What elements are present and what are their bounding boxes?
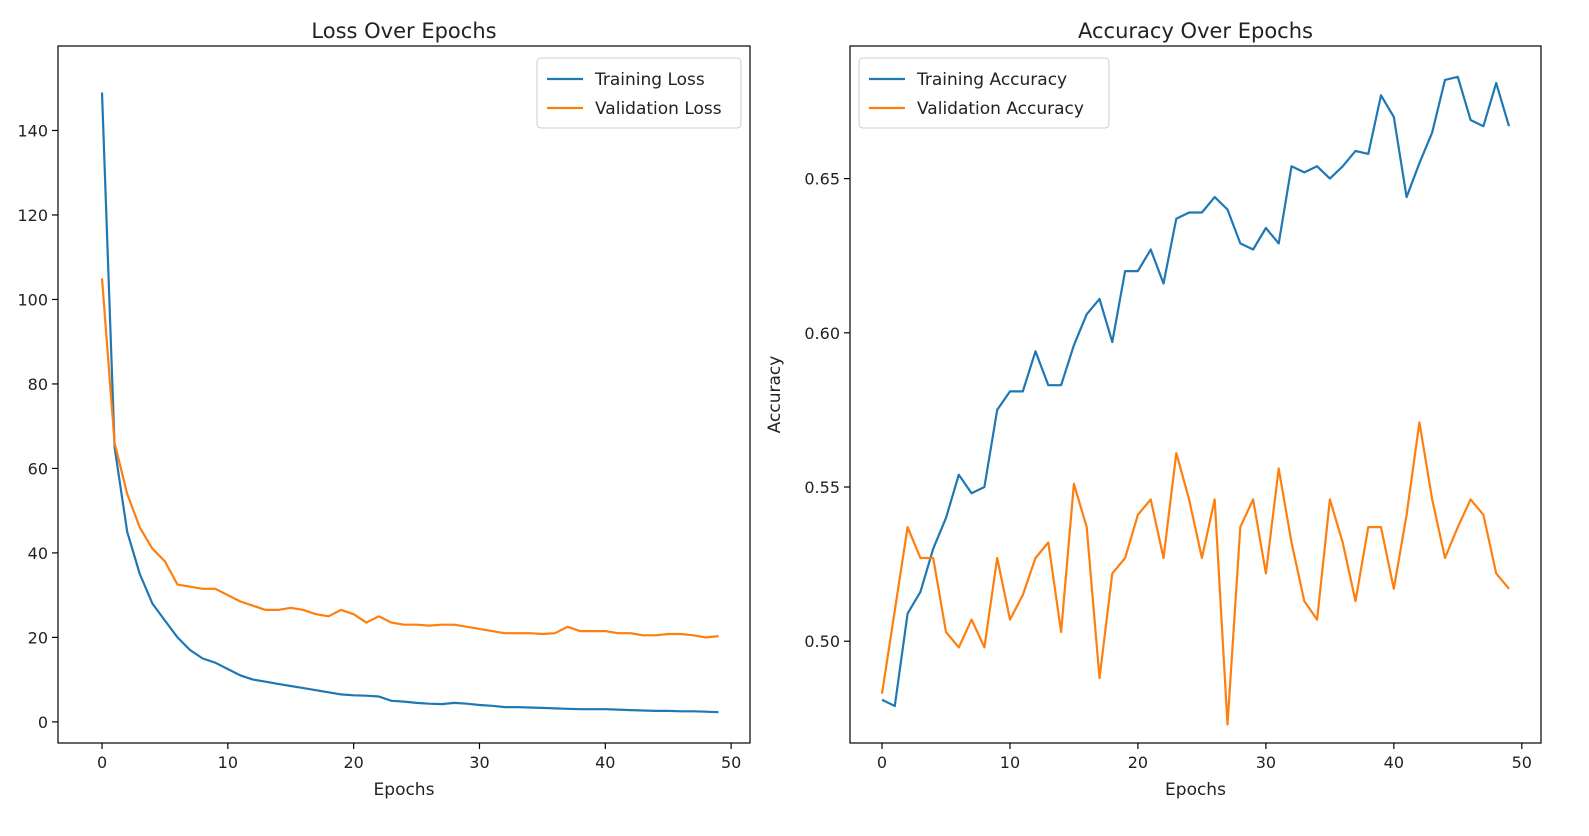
y-tick-label: 0.60 xyxy=(804,324,840,343)
x-axis-label: Epochs xyxy=(374,780,435,800)
chart-title: Accuracy Over Epochs xyxy=(1078,19,1313,43)
x-tick-label: 40 xyxy=(1384,753,1404,772)
legend-label: Validation Loss xyxy=(595,99,722,119)
y-tick-label: 0.55 xyxy=(804,478,840,497)
legend-label: Training Accuracy xyxy=(916,70,1067,90)
plot-frame xyxy=(849,45,1542,744)
x-axis-label: Epochs xyxy=(1165,780,1226,800)
series-line-training-accuracy xyxy=(881,75,1511,708)
accuracy-chart: Accuracy Over Epochs 0 10 20 30 40 50 0.50 0.55 0… xyxy=(765,19,1542,800)
y-tick-label: 80 xyxy=(28,375,48,394)
y-tick-label: 40 xyxy=(28,544,48,563)
x-tick-label: 10 xyxy=(1000,753,1020,772)
x-tick-label: 20 xyxy=(1128,753,1148,772)
y-tick-label: 100 xyxy=(17,290,48,309)
x-tick-label: 10 xyxy=(218,753,238,772)
legend: Training Accuracy Validation Accuracy xyxy=(858,57,1110,129)
y-tick-label: 20 xyxy=(28,628,48,647)
y-tick-label: 60 xyxy=(28,459,48,478)
x-tick-label: 0 xyxy=(877,753,887,772)
chart-title: Loss Over Epochs xyxy=(311,19,496,43)
loss-chart: Loss Over Epochs 0 10 20 30 40 50 0 20 40 60 80 100 1… xyxy=(17,19,751,800)
series-line-validation-accuracy xyxy=(880,421,1510,726)
plot-frame xyxy=(57,45,751,744)
x-tick-label: 30 xyxy=(469,753,489,772)
x-tick-label: 20 xyxy=(343,753,363,772)
legend-label: Training Loss xyxy=(594,70,705,90)
legend-box xyxy=(536,57,742,129)
legend-box xyxy=(858,57,1110,129)
x-tick-label: 50 xyxy=(721,753,741,772)
y-tick-label: 140 xyxy=(17,121,48,140)
y-tick-label: 0.65 xyxy=(804,170,840,189)
y-tick-label: 0 xyxy=(38,713,48,732)
legend-label: Validation Accuracy xyxy=(917,99,1084,119)
x-tick-label: 0 xyxy=(97,753,107,772)
x-tick-label: 40 xyxy=(595,753,615,772)
series-line-training-loss xyxy=(100,92,719,714)
y-tick-label: 120 xyxy=(17,206,48,225)
series-line-validation-loss xyxy=(100,278,719,639)
y-tick-label: 0.50 xyxy=(804,632,840,651)
x-tick-label: 30 xyxy=(1256,753,1276,772)
x-tick-label: 50 xyxy=(1512,753,1532,772)
y-axis-label: Accuracy xyxy=(765,356,785,434)
legend: Training Loss Validation Loss xyxy=(536,57,742,129)
